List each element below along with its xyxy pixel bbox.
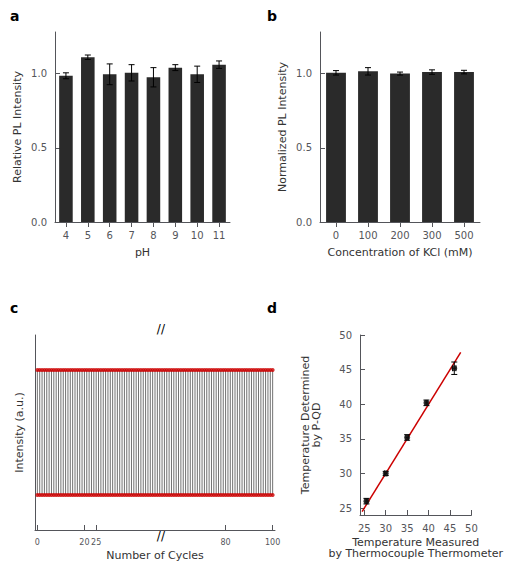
- svg-text:1.0: 1.0: [296, 68, 312, 79]
- svg-text:35: 35: [401, 523, 414, 534]
- svg-text:0.0: 0.0: [31, 217, 47, 228]
- svg-text:40: 40: [339, 399, 352, 410]
- svg-text:Temperature Determined: Temperature Determined: [299, 355, 312, 495]
- svg-text:b: b: [267, 8, 277, 24]
- svg-text:11: 11: [213, 230, 226, 241]
- svg-text:0.5: 0.5: [31, 142, 47, 153]
- svg-text:45: 45: [339, 364, 352, 375]
- svg-text:200: 200: [390, 230, 409, 241]
- svg-text:6: 6: [107, 230, 113, 241]
- svg-text:45: 45: [444, 523, 457, 534]
- svg-text:Relative PL Intensity: Relative PL Intensity: [11, 71, 24, 183]
- svg-text:50: 50: [339, 330, 352, 341]
- svg-text:30: 30: [379, 523, 392, 534]
- svg-text://: //: [157, 529, 166, 543]
- svg-text://: //: [157, 322, 166, 336]
- svg-text:10: 10: [191, 230, 204, 241]
- svg-text:by P-QD: by P-QD: [310, 403, 323, 448]
- svg-text:50: 50: [465, 523, 478, 534]
- svg-text:by Thermocouple Thermometer: by Thermocouple Thermometer: [328, 547, 503, 560]
- svg-text:25: 25: [358, 523, 371, 534]
- svg-text:5: 5: [85, 230, 91, 241]
- svg-text:40: 40: [422, 523, 435, 534]
- svg-text:100: 100: [265, 538, 280, 547]
- svg-text:35: 35: [339, 433, 352, 444]
- svg-text:30: 30: [339, 468, 352, 479]
- svg-text:1.0: 1.0: [31, 68, 47, 79]
- svg-text:100: 100: [358, 230, 377, 241]
- svg-text:500: 500: [454, 230, 473, 241]
- svg-text:300: 300: [422, 230, 441, 241]
- svg-text:Concentration of KCl (mM): Concentration of KCl (mM): [327, 246, 472, 259]
- svg-text:25: 25: [339, 503, 352, 514]
- svg-text:d: d: [267, 300, 277, 316]
- svg-text:9: 9: [172, 230, 178, 241]
- svg-text:0.5: 0.5: [296, 142, 312, 153]
- svg-text:7: 7: [128, 230, 134, 241]
- svg-text:c: c: [10, 300, 18, 316]
- svg-text:0.0: 0.0: [296, 217, 312, 228]
- svg-text:a: a: [10, 8, 19, 24]
- svg-text:4: 4: [63, 230, 69, 241]
- svg-text:Normalized PL Intensity: Normalized PL Intensity: [276, 62, 289, 193]
- svg-text:20: 20: [79, 538, 89, 547]
- svg-text:Temperature Measured: Temperature Measured: [352, 536, 480, 549]
- svg-text:Number of Cycles: Number of Cycles: [106, 549, 204, 562]
- svg-text:8: 8: [150, 230, 156, 241]
- svg-text:Intensity (a.u.): Intensity (a.u.): [13, 392, 26, 473]
- svg-text:0: 0: [35, 538, 40, 547]
- svg-text:80: 80: [220, 538, 230, 547]
- svg-text:25: 25: [91, 538, 101, 547]
- svg-text:0: 0: [333, 230, 339, 241]
- svg-text:pH: pH: [135, 246, 150, 259]
